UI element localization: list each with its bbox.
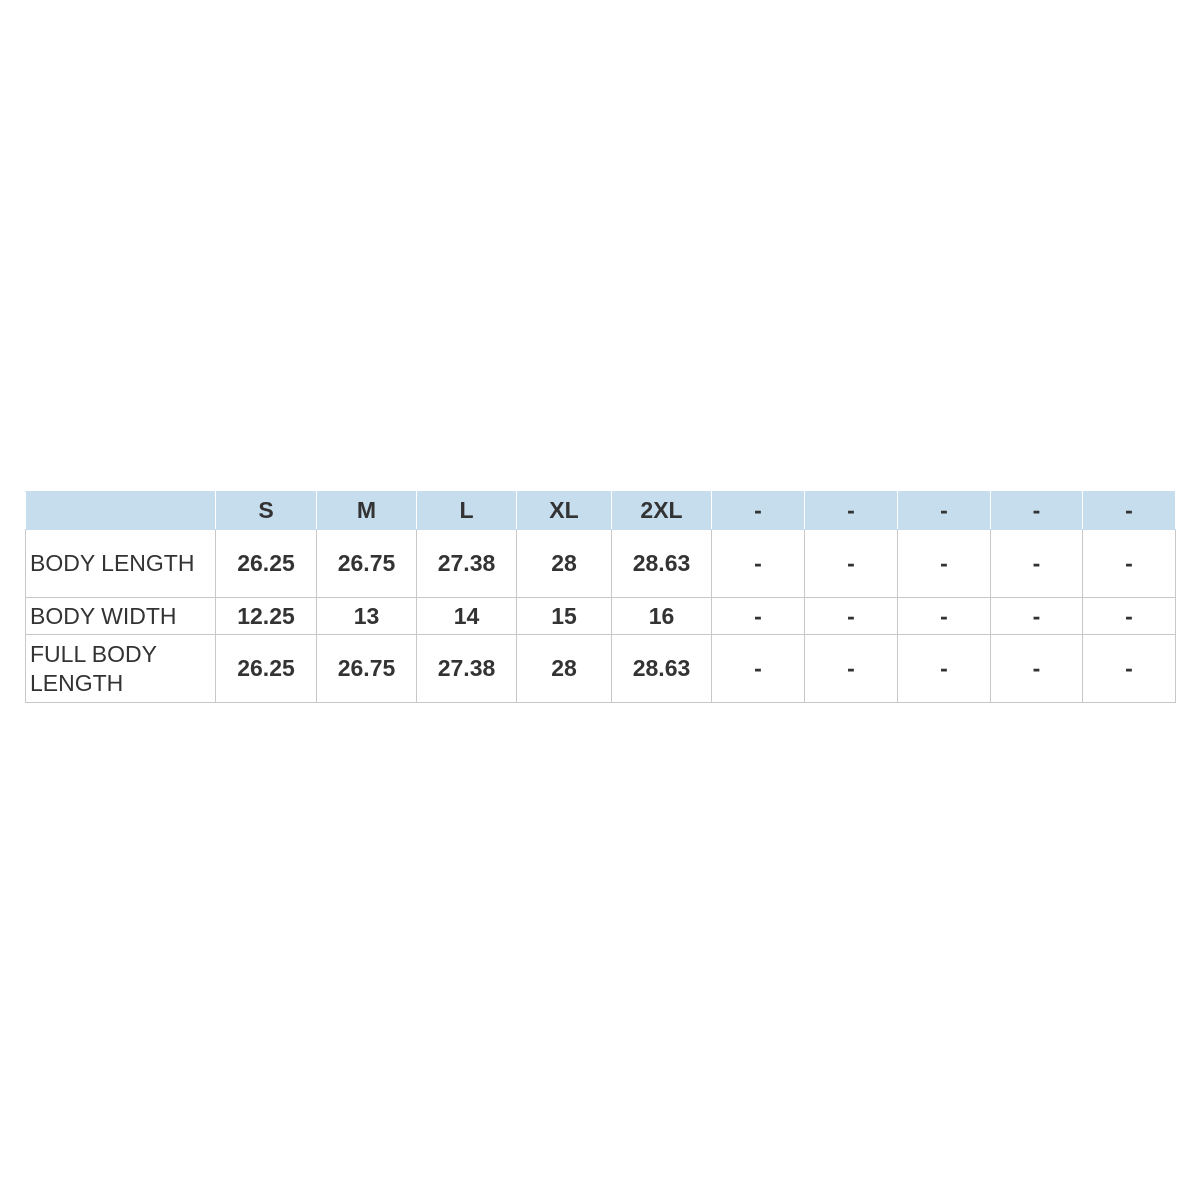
measure-value: 28.63 <box>611 529 712 598</box>
size-chart: S M L XL 2XL - - - - - BODY LENGTH 26.25 26.75 27.38… <box>25 491 1176 703</box>
row-label: BODY LENGTH <box>25 529 216 598</box>
size-header: - <box>1082 491 1176 530</box>
measure-value: 26.25 <box>215 529 317 598</box>
measure-value: - <box>711 634 805 703</box>
measure-value: 27.38 <box>416 529 517 598</box>
header-row: S M L XL 2XL - - - - - <box>25 491 1176 530</box>
measure-value: - <box>990 634 1083 703</box>
size-header: L <box>416 491 517 530</box>
size-header: - <box>804 491 898 530</box>
measure-value: - <box>897 597 991 635</box>
size-header: M <box>316 491 417 530</box>
measure-row: BODY LENGTH 26.25 26.75 27.38 28 28.63- - - - - <box>25 529 1176 598</box>
measure-value: - <box>804 529 898 598</box>
measure-value: 16 <box>611 597 712 635</box>
measure-value: - <box>1082 529 1176 598</box>
measure-value: - <box>1082 597 1176 635</box>
measure-value: 26.75 <box>316 634 417 703</box>
size-header: - <box>711 491 805 530</box>
measure-value: 14 <box>416 597 517 635</box>
size-header: 2XL <box>611 491 712 530</box>
size-header: - <box>990 491 1083 530</box>
measure-value: - <box>897 529 991 598</box>
size-header: XL <box>516 491 612 530</box>
measure-value: - <box>1082 634 1176 703</box>
measure-value: - <box>711 597 805 635</box>
measure-value: - <box>897 634 991 703</box>
measure-value: 26.75 <box>316 529 417 598</box>
measure-value: - <box>711 529 805 598</box>
measure-value: - <box>990 529 1083 598</box>
corner-cell <box>25 491 216 530</box>
row-label: BODY WIDTH <box>25 597 216 635</box>
size-header: S <box>215 491 317 530</box>
measure-value: 26.25 <box>215 634 317 703</box>
measure-row: BODY WIDTH 12.25 13 14 15 16- - - - - <box>25 597 1176 635</box>
measure-value: 28.63 <box>611 634 712 703</box>
measure-value: 15 <box>516 597 612 635</box>
measure-value: - <box>804 634 898 703</box>
measure-value: 28 <box>516 634 612 703</box>
measure-value: 13 <box>316 597 417 635</box>
measure-value: 12.25 <box>215 597 317 635</box>
measure-value: - <box>990 597 1083 635</box>
measure-value: 27.38 <box>416 634 517 703</box>
measure-row: FULL BODY LENGTH 26.25 26.75 27.38 28 28.63- -… <box>25 634 1176 703</box>
row-label: FULL BODY LENGTH <box>25 634 216 703</box>
measure-value: - <box>804 597 898 635</box>
size-header: - <box>897 491 991 530</box>
measure-value: 28 <box>516 529 612 598</box>
